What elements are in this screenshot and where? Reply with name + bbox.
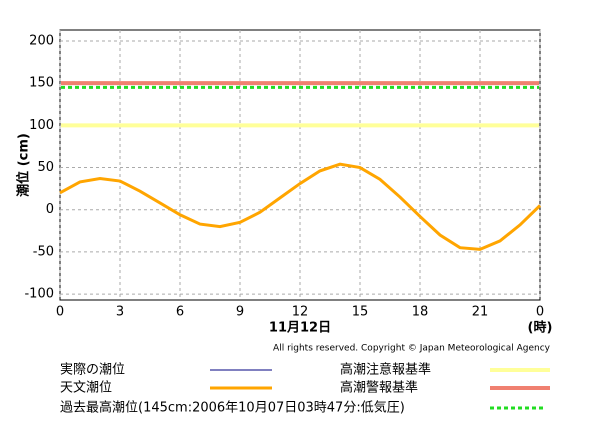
- x-axis-label: 11月12日: [269, 321, 331, 336]
- y-tick-label: -100: [24, 287, 54, 302]
- x-tick-label: 21: [472, 305, 489, 320]
- legend-label: 天文潮位: [60, 381, 112, 396]
- x-tick-label: 12: [292, 305, 309, 320]
- y-tick-label: 0: [46, 202, 54, 217]
- x-tick-label: 15: [352, 305, 369, 320]
- x-tick-label: 18: [412, 305, 429, 320]
- x-tick-label: 0: [536, 305, 544, 320]
- x-unit: (時): [528, 320, 553, 336]
- x-tick-label: 3: [116, 305, 124, 320]
- y-tick-label: 50: [37, 160, 54, 175]
- legend-label: 高潮警報基準: [340, 380, 418, 396]
- y-tick-label: 100: [29, 118, 54, 133]
- y-tick-label: -50: [33, 244, 54, 259]
- y-tick-label: 150: [29, 76, 54, 91]
- y-tick-label: 200: [29, 33, 54, 48]
- legend-label: 実際の潮位: [60, 362, 125, 378]
- x-tick-label: 0: [56, 305, 64, 320]
- y-axis-label: 潮位 (cm): [16, 133, 32, 197]
- x-tick-label: 9: [236, 305, 244, 320]
- legend-label: 高潮注意報基準: [340, 362, 431, 378]
- tide-line: [59, 162, 542, 251]
- legend-label: 過去最高潮位(145cm:2006年10月07日03時47分:低気圧): [60, 400, 405, 416]
- copyright: All rights reserved. Copyright © Japan M…: [273, 344, 551, 354]
- x-tick-label: 6: [176, 305, 184, 320]
